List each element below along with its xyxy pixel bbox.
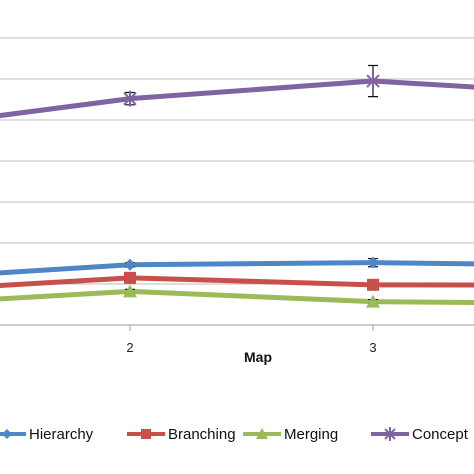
data-point [366, 294, 380, 308]
data-point [123, 90, 137, 107]
data-point [367, 256, 379, 269]
legend-label: Hierarchy [29, 426, 94, 443]
x-tick-label: 3 [369, 340, 376, 355]
data-point [366, 73, 380, 90]
series-branching [0, 271, 474, 291]
legend-label: Branching [168, 426, 236, 443]
legend-label: Merging [284, 426, 338, 443]
series-group [0, 64, 474, 308]
data-point [124, 258, 136, 271]
data-point [123, 284, 137, 298]
legend-item-merging: Merging [243, 426, 338, 443]
series-line [0, 275, 474, 289]
series-concept [0, 64, 474, 119]
x-tick-label: 2 [126, 340, 133, 355]
data-point [256, 428, 268, 439]
data-point [2, 429, 12, 439]
x-axis-title: Map [244, 349, 272, 365]
data-point [141, 429, 151, 439]
legend-item-branching: Branching [127, 426, 236, 443]
series-line [0, 78, 474, 119]
series-merging [0, 284, 474, 308]
legend-item-hierarchy: Hierarchy [0, 426, 94, 443]
legend-label: Concept [412, 426, 469, 443]
legend: Hierarchy Branching Merging Concept [0, 426, 469, 443]
data-point [367, 278, 379, 291]
data-point [124, 271, 136, 284]
series-line [0, 260, 474, 276]
series-line [0, 288, 474, 305]
series-hierarchy [0, 256, 474, 276]
data-point [384, 427, 396, 441]
legend-item-concept: Concept [371, 426, 469, 443]
gridlines [0, 37, 474, 285]
